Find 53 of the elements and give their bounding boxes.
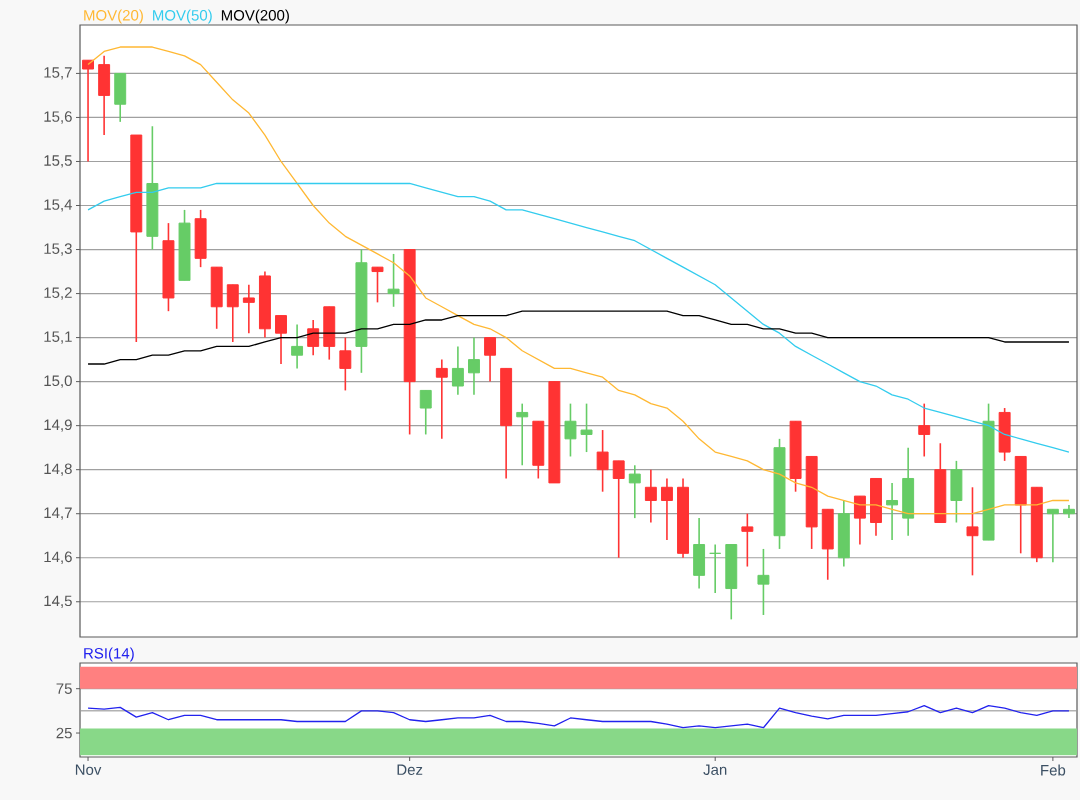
candlestick — [660, 477, 673, 541]
y-tick-label: 15,1 — [44, 331, 72, 344]
candlestick — [242, 283, 255, 334]
candlestick — [387, 253, 400, 308]
text: MOV(50) — [153, 9, 212, 24]
text: MOV(200) — [221, 9, 289, 24]
x-tick-label: Feb — [1041, 764, 1066, 776]
y-tick-label: 75 — [56, 683, 72, 694]
candlestick — [853, 495, 866, 546]
candlestick — [1046, 508, 1059, 563]
x-tick-label: Nov — [75, 764, 102, 775]
candlestick — [580, 402, 593, 453]
y-tick-label: 15,6 — [44, 111, 72, 124]
y-tick-label: 15,3 — [44, 243, 72, 256]
candlestick — [419, 389, 432, 436]
candlestick — [435, 358, 448, 440]
x-tick-label: Dez — [397, 764, 423, 775]
text: RSI(14) — [84, 647, 134, 662]
candlestick — [741, 512, 754, 568]
candlestick — [516, 402, 529, 467]
candlestick — [484, 336, 497, 383]
candlestick — [82, 59, 95, 163]
candlestick — [966, 486, 979, 577]
candlestick — [709, 543, 722, 594]
candlestick — [612, 460, 625, 559]
candlestick — [757, 548, 770, 616]
series-label: MOV(20) — [84, 9, 143, 24]
y-tick-label: 15,7 — [44, 67, 72, 80]
candlestick — [644, 468, 657, 524]
candlestick — [628, 464, 641, 519]
y-tick-label: 15,2 — [44, 287, 72, 300]
y-tick-label: 14,9 — [44, 419, 72, 432]
candlestick — [468, 336, 480, 396]
x-tick-label: Jan — [703, 764, 727, 775]
y-tick-label: 14,6 — [44, 551, 72, 564]
candlestick — [307, 319, 320, 356]
candlestick — [371, 266, 384, 304]
candlestick — [451, 345, 464, 396]
y-tick-label: 14,5 — [44, 595, 72, 608]
y-tick-label: 14,7 — [44, 507, 72, 520]
y-tick-label: 15,0 — [44, 375, 72, 388]
candlestick — [226, 283, 239, 343]
candlestick — [886, 482, 899, 541]
candlestick — [275, 314, 287, 365]
y-tick-label: 15,5 — [44, 155, 72, 168]
candlestick — [564, 402, 577, 458]
y-tick-label: 14,8 — [44, 463, 72, 476]
candlestick — [291, 323, 304, 370]
candlestick — [596, 429, 609, 493]
candlestick — [339, 336, 352, 392]
candlestick — [918, 402, 931, 458]
y-tick-label: 15,4 — [44, 199, 73, 212]
y-tick-label: 25 — [56, 727, 72, 739]
